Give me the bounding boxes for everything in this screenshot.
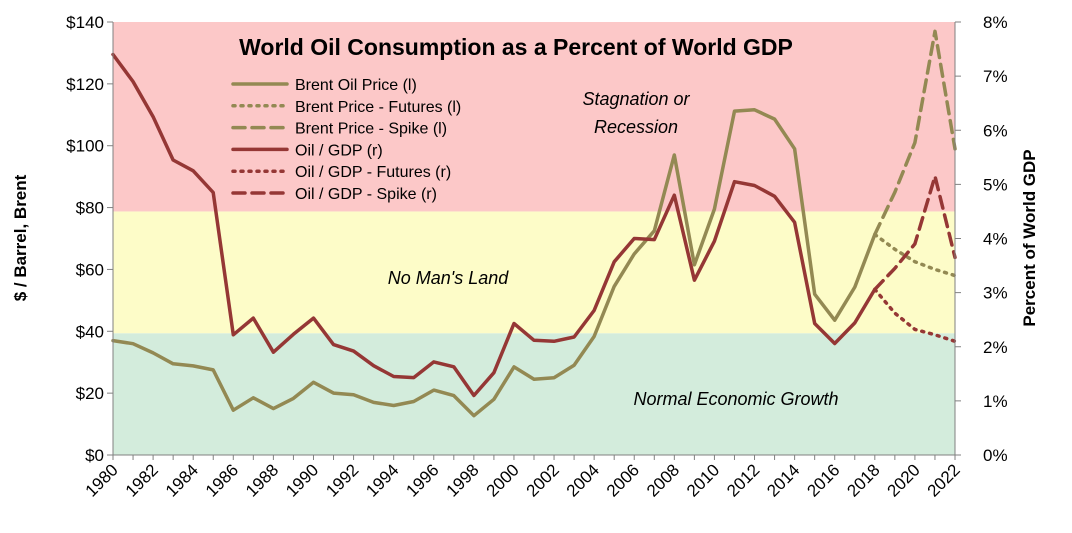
y-tick-right-label: 5% [983, 175, 1008, 194]
zone-label-normal-growth: Normal Economic Growth [633, 389, 838, 409]
legend-label: Oil / GDP - Futures (r) [295, 164, 451, 181]
legend: Brent Oil Price (l) Brent Price - Futures… [231, 77, 461, 203]
x-tick-label: 1988 [242, 460, 282, 500]
legend-label: Oil / GDP - Spike (r) [295, 186, 437, 203]
y-tick-right-label: 6% [983, 121, 1008, 140]
x-tick-label: 1992 [322, 460, 362, 500]
y-tick-left-label: $20 [76, 384, 104, 403]
y-tick-right-label: 0% [983, 446, 1008, 465]
chart-title: World Oil Consumption as a Percent of Wo… [239, 34, 793, 60]
y-tick-right-label: 8% [983, 13, 1008, 32]
zone-band [113, 22, 955, 212]
x-tick-label: 2018 [843, 460, 883, 500]
x-tick-label: 2020 [884, 460, 924, 500]
y-tick-right-label: 2% [983, 338, 1008, 357]
zone-labels: Stagnation or Recession No Man's Land Norma… [388, 89, 839, 409]
y-tick-right-label: 7% [983, 67, 1008, 86]
legend-label: Brent Oil Price (l) [295, 77, 417, 94]
y-tick-left-label: $120 [66, 75, 104, 94]
series-line [111, 108, 877, 418]
x-tick-label: 2002 [523, 460, 563, 500]
x-tick-label: 2010 [683, 460, 723, 500]
legend-label: Brent Price - Spike (l) [295, 121, 447, 138]
x-tick-label: 2012 [723, 460, 763, 500]
y-axis-right-title: Percent of World GDP [1020, 149, 1039, 326]
zone-band [113, 211, 955, 334]
x-tick-label: 1980 [82, 460, 122, 500]
zone-label-no-mans-land: No Man's Land [388, 268, 509, 288]
x-tick-label: 1996 [402, 460, 442, 500]
x-tick-label: 1998 [443, 460, 483, 500]
y-tick-left-label: $0 [85, 446, 104, 465]
x-tick-label: 2008 [643, 460, 683, 500]
x-tick-label: 1994 [362, 460, 402, 500]
legend-label: Oil / GDP (r) [295, 142, 383, 159]
x-tick-label: 1990 [282, 460, 322, 500]
series-line [111, 52, 877, 398]
x-tick-label: 1982 [122, 460, 162, 500]
series-line [873, 174, 957, 292]
legend-label: Brent Price - Futures (l) [295, 99, 461, 116]
y-tick-right-label: 1% [983, 392, 1008, 411]
zone-band [113, 333, 955, 455]
y-tick-right-label: 4% [983, 230, 1008, 249]
series-line [873, 29, 957, 237]
x-tick-label: 1984 [162, 460, 202, 500]
y-tick-left-label: $40 [76, 322, 104, 341]
series-line [873, 232, 957, 278]
x-tick-label: 2004 [563, 460, 603, 500]
y-tick-left-label: $100 [66, 137, 104, 156]
x-tick-label: 2014 [763, 460, 803, 500]
x-tick-label: 2006 [603, 460, 643, 500]
x-tick-label: 2000 [483, 460, 523, 500]
x-tick-label: 2016 [803, 460, 843, 500]
x-tick-label: 1986 [202, 460, 242, 500]
series-line [873, 287, 957, 344]
y-tick-left-label: $140 [66, 13, 104, 32]
y-axis-left-title: $ / Barrel, Brent [11, 174, 30, 301]
y-tick-right-label: 3% [983, 284, 1008, 303]
series-lines [111, 29, 957, 418]
y-tick-left-label: $80 [76, 199, 104, 218]
zone-label-stagnation: Stagnation or Recession [582, 89, 690, 137]
background-zones [113, 22, 955, 455]
y-tick-left-label: $60 [76, 260, 104, 279]
x-tick-label: 2022 [924, 460, 964, 500]
